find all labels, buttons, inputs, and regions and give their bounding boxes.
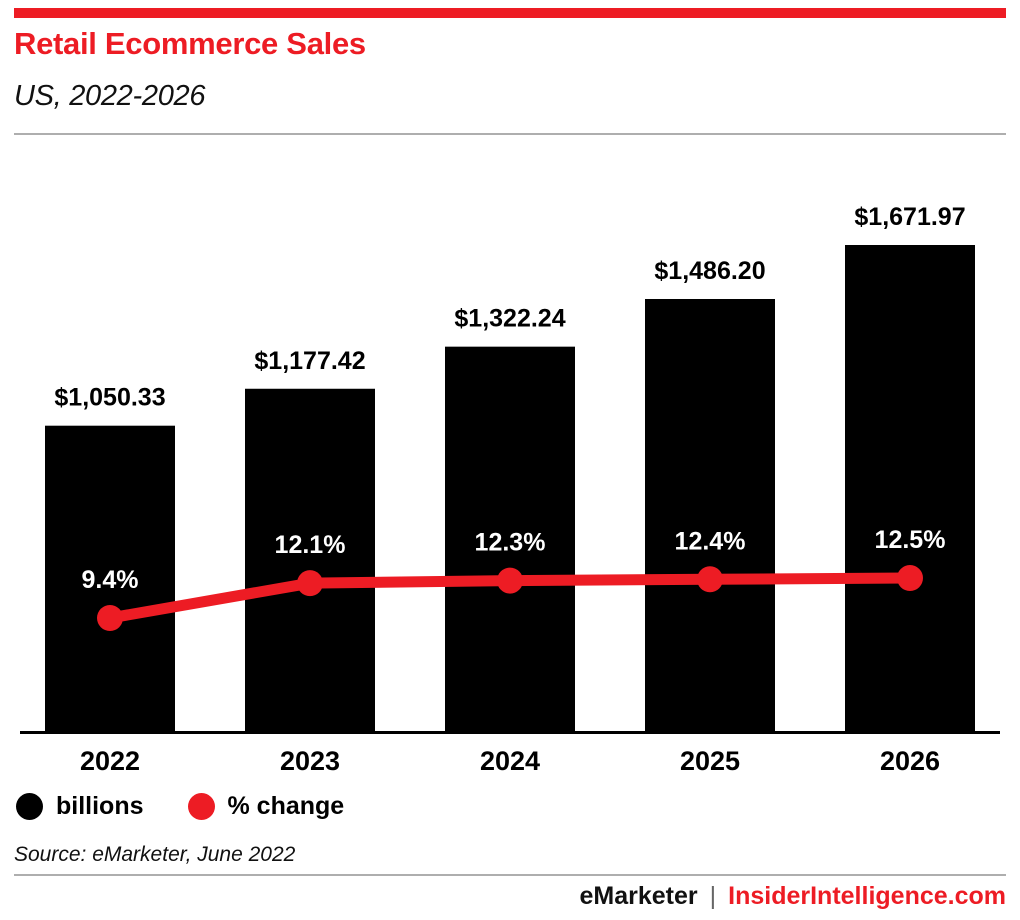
source-note: Source: eMarketer, June 2022 [14, 843, 296, 866]
brand-emarketer: eMarketer [579, 882, 698, 910]
x-axis-label: 2022 [80, 746, 140, 776]
bar-2026 [845, 245, 975, 731]
pct-change-dot-icon [187, 793, 215, 820]
trend-point-2024 [497, 567, 523, 594]
bar-value-label: $1,177.42 [254, 347, 365, 375]
x-axis-label: 2025 [680, 746, 740, 776]
chart-legend: billions % change [16, 792, 344, 821]
top-accent-rule [14, 8, 1006, 18]
legend-label: % change [227, 792, 345, 820]
bar-value-label: $1,671.97 [854, 203, 965, 231]
combo-chart: 9.4% 12.1% 12.3% 12.4% 12.5% $1,050.33 $1,177.… [20, 203, 1000, 776]
bar-value-label: $1,486.20 [654, 257, 765, 285]
brand-insiderintelligence: InsiderIntelligence.com [728, 882, 1006, 910]
legend-item-pct-change: % change [187, 792, 345, 821]
chart-area: 9.4% 12.1% 12.3% 12.4% 12.5% $1,050.33 $1,177.… [0, 150, 1020, 795]
trend-point-2023 [297, 570, 323, 597]
header-divider [14, 133, 1006, 135]
trend-point-2026 [897, 565, 923, 592]
x-axis-label: 2024 [480, 746, 540, 776]
legend-item-billions: billions [16, 792, 144, 821]
trend-point-label: 12.4% [675, 527, 746, 555]
trend-point-2025 [697, 566, 723, 593]
page-subtitle: US, 2022-2026 [14, 80, 206, 112]
bar-2023 [245, 388, 375, 731]
bar-value-label: $1,050.33 [54, 384, 165, 412]
bar-2024 [445, 346, 575, 731]
trend-point-label: 12.3% [475, 529, 546, 557]
bar-value-label: $1,322.24 [454, 305, 565, 333]
footer-divider [14, 874, 1006, 876]
x-axis-label: 2026 [880, 746, 940, 776]
bar-2025 [645, 298, 775, 731]
trend-point-2022 [97, 605, 123, 631]
trend-point-label: 12.5% [875, 526, 946, 554]
bar-2022 [45, 425, 175, 731]
x-axis-label: 2023 [280, 746, 340, 776]
page-title: Retail Ecommerce Sales [14, 26, 366, 61]
trend-point-label: 12.1% [275, 531, 346, 559]
legend-label: billions [56, 792, 144, 820]
brand-separator: | [709, 882, 717, 910]
billions-dot-icon [16, 793, 43, 820]
trend-point-label: 9.4% [82, 566, 139, 594]
footer-brands: eMarketer | InsiderIntelligence.com [580, 882, 1007, 911]
